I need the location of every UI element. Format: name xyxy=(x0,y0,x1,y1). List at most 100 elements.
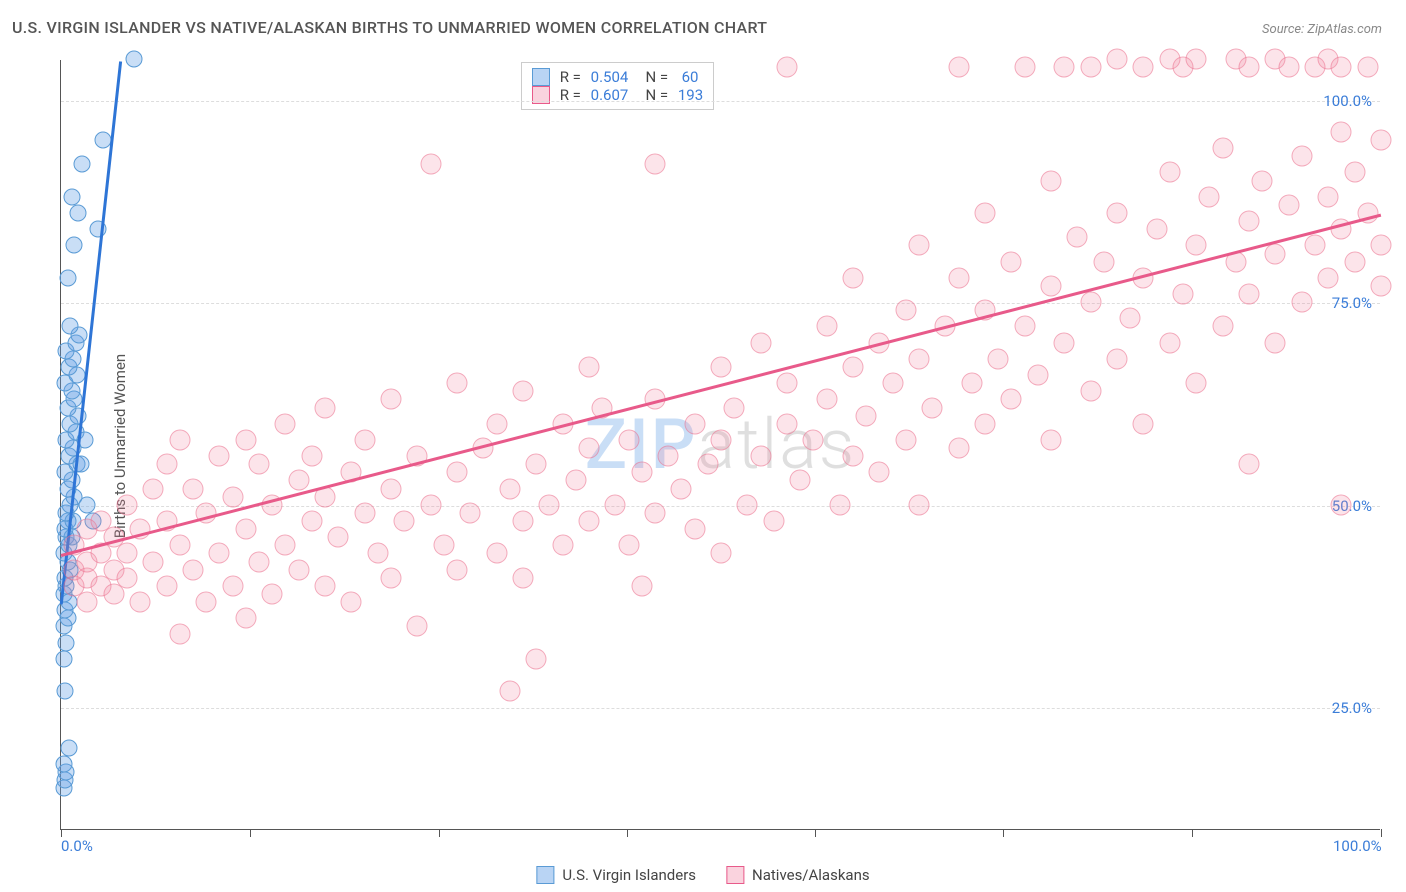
data-point xyxy=(156,575,177,596)
data-point xyxy=(407,616,428,637)
data-point xyxy=(526,454,547,475)
x-tick xyxy=(439,829,440,837)
legend-item-native: Natives/Alaskans xyxy=(726,866,870,884)
data-point xyxy=(1265,243,1286,264)
data-point xyxy=(711,429,732,450)
y-tick-label: 25.0% xyxy=(1332,699,1372,717)
data-point xyxy=(671,478,692,499)
data-point xyxy=(697,454,718,475)
x-tick-label: 0.0% xyxy=(61,837,93,855)
data-point xyxy=(143,551,164,572)
data-point xyxy=(1014,57,1035,78)
data-point xyxy=(777,373,798,394)
data-point xyxy=(1357,57,1378,78)
data-point xyxy=(565,470,586,491)
data-point xyxy=(447,373,468,394)
data-point xyxy=(1120,308,1141,329)
data-point xyxy=(909,235,930,256)
data-point xyxy=(62,318,79,335)
data-point xyxy=(539,494,560,515)
data-point xyxy=(447,559,468,580)
x-tick xyxy=(250,829,251,837)
legend-item-usvi: U.S. Virgin Islanders xyxy=(536,866,696,884)
gridline xyxy=(61,708,1380,709)
correlation-chart: U.S. VIRGIN ISLANDER VS NATIVE/ALASKAN B… xyxy=(0,0,1406,892)
data-point xyxy=(1054,57,1075,78)
data-point xyxy=(579,511,600,532)
data-point xyxy=(381,567,402,588)
data-point xyxy=(1331,121,1352,142)
data-point xyxy=(235,519,256,540)
data-point xyxy=(125,51,142,68)
data-point xyxy=(63,188,80,205)
data-point xyxy=(1344,251,1365,272)
gridline xyxy=(61,101,1380,102)
data-point xyxy=(341,592,362,613)
data-point xyxy=(618,429,639,450)
data-point xyxy=(275,413,296,434)
data-point xyxy=(988,348,1009,369)
data-point xyxy=(1278,57,1299,78)
chart-title: U.S. VIRGIN ISLANDER VS NATIVE/ALASKAN B… xyxy=(12,18,767,37)
data-point xyxy=(1331,57,1352,78)
data-point xyxy=(1239,211,1260,232)
data-point xyxy=(66,237,83,254)
data-point xyxy=(1041,275,1062,296)
data-point xyxy=(552,535,573,556)
x-tick xyxy=(627,829,628,837)
data-point xyxy=(117,567,138,588)
data-point xyxy=(1278,194,1299,215)
data-point xyxy=(183,478,204,499)
data-point xyxy=(499,681,520,702)
data-point xyxy=(117,543,138,564)
data-point xyxy=(1186,235,1207,256)
data-point xyxy=(1371,235,1392,256)
data-point xyxy=(367,543,388,564)
swatch-blue-icon xyxy=(536,866,554,884)
data-point xyxy=(1001,251,1022,272)
data-point xyxy=(420,154,441,175)
legend-r-value: 0.504 xyxy=(591,68,629,86)
data-point xyxy=(816,389,837,410)
data-point xyxy=(79,496,96,513)
data-point xyxy=(948,267,969,288)
data-point xyxy=(895,429,916,450)
data-point xyxy=(618,535,639,556)
data-point xyxy=(922,397,943,418)
data-point xyxy=(1133,413,1154,434)
data-point xyxy=(209,446,230,467)
data-point xyxy=(1371,130,1392,151)
data-point xyxy=(55,756,72,773)
data-point xyxy=(196,592,217,613)
legend-label-usvi: U.S. Virgin Islanders xyxy=(562,866,696,884)
data-point xyxy=(433,535,454,556)
data-point xyxy=(1199,186,1220,207)
data-point xyxy=(1041,170,1062,191)
bottom-legend: U.S. Virgin Islanders Natives/Alaskans xyxy=(536,866,869,884)
data-point xyxy=(869,462,890,483)
data-point xyxy=(829,494,850,515)
data-point xyxy=(117,494,138,515)
data-point xyxy=(301,446,322,467)
gridline xyxy=(61,506,1380,507)
data-point xyxy=(645,502,666,523)
data-point xyxy=(750,446,771,467)
x-tick xyxy=(1003,829,1004,837)
data-point xyxy=(1014,316,1035,337)
chart-source: Source: ZipAtlas.com xyxy=(1262,22,1382,37)
data-point xyxy=(169,624,190,645)
data-point xyxy=(1318,267,1339,288)
data-point xyxy=(262,583,283,604)
data-point xyxy=(447,462,468,483)
data-point xyxy=(275,535,296,556)
data-point xyxy=(169,429,190,450)
data-point xyxy=(486,543,507,564)
data-point xyxy=(1291,292,1312,313)
data-point xyxy=(60,739,77,756)
data-point xyxy=(909,348,930,369)
data-point xyxy=(631,462,652,483)
data-point xyxy=(790,470,811,491)
data-point xyxy=(1080,57,1101,78)
data-point xyxy=(1371,275,1392,296)
data-point xyxy=(961,373,982,394)
